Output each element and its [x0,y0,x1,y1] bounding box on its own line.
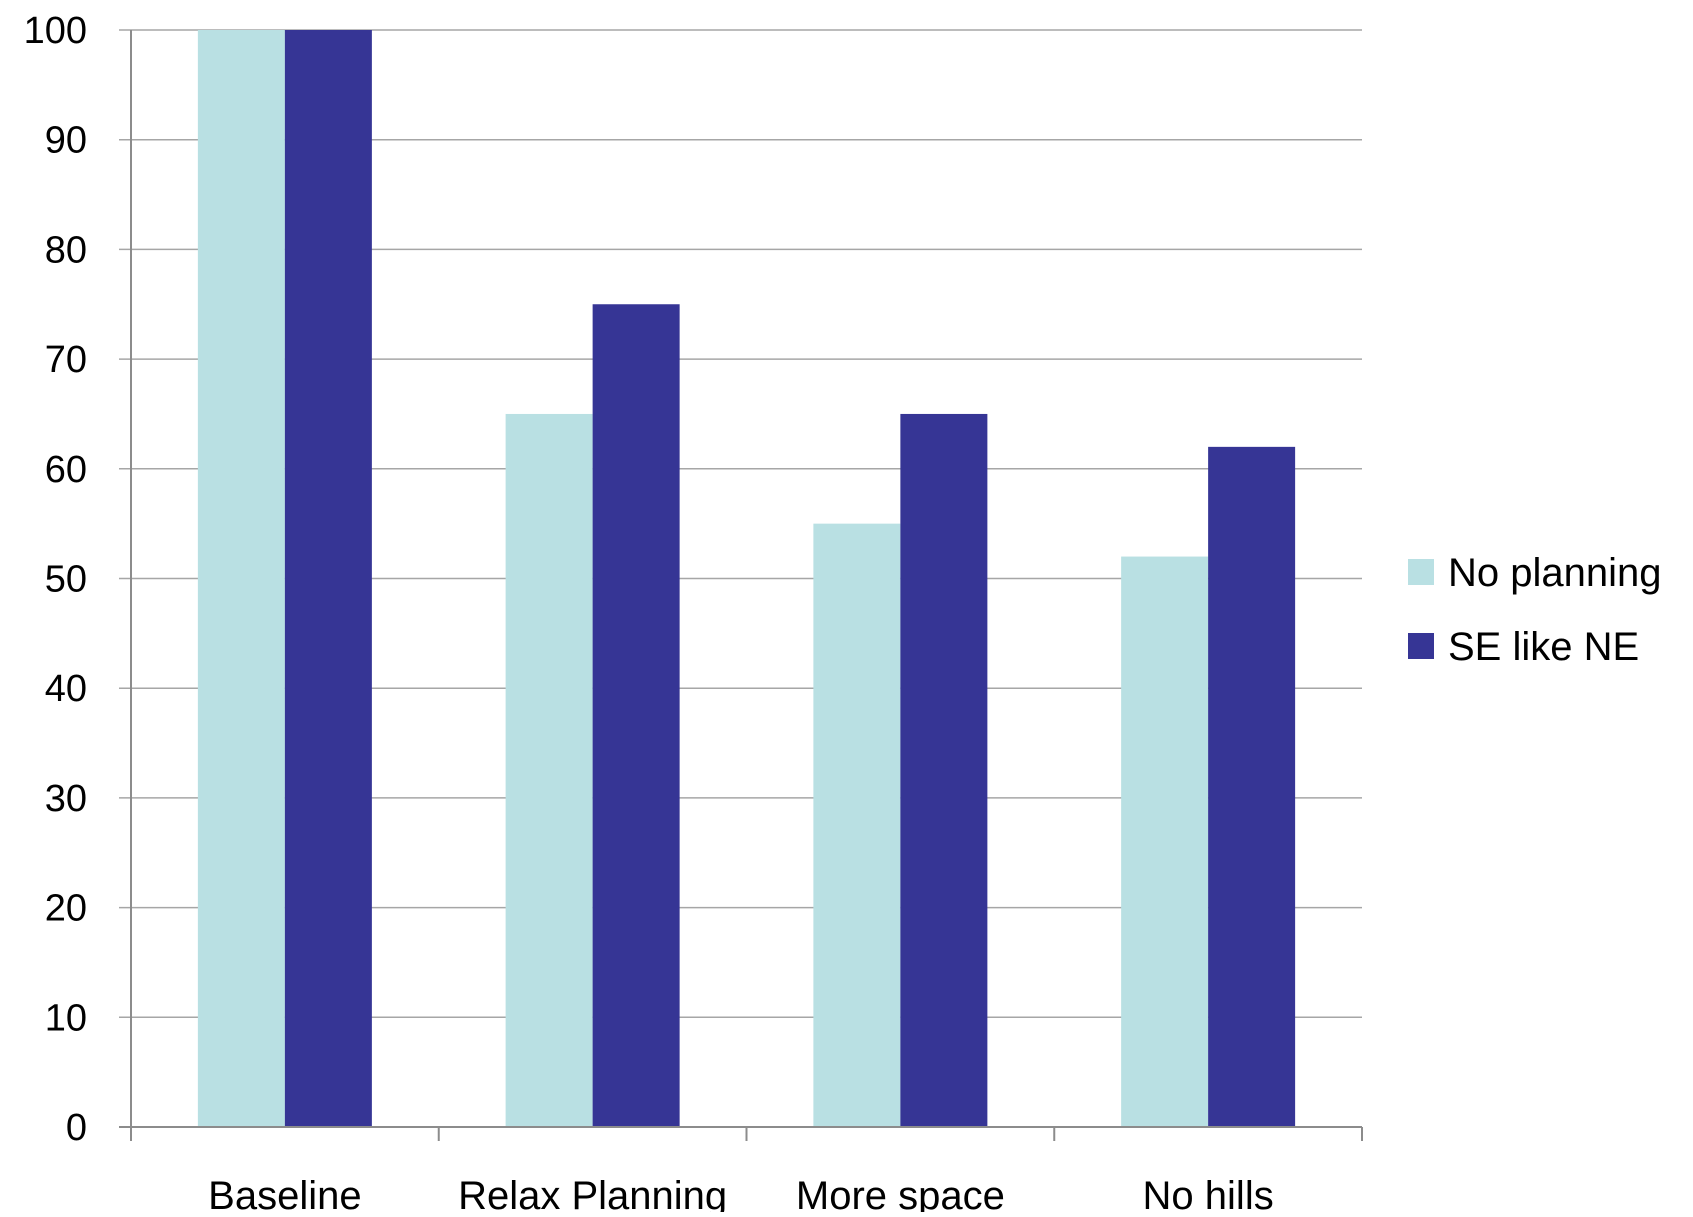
y-tick-label: 20 [45,888,87,930]
x-axis-category-labels: Baseline Relax Planning More space No hills [208,1174,1274,1217]
y-tick-label: 40 [45,668,87,710]
y-tick-label: 90 [45,120,87,162]
x-category-label: More space [796,1174,1005,1212]
y-tick-label: 70 [45,339,87,381]
x-category-label: Relax Planning [458,1174,727,1212]
y-tick-label: 100 [24,10,87,52]
y-tick-label: 60 [45,449,87,491]
y-axis-tick-labels: 0 10 20 30 40 50 60 70 80 90 100 [24,10,87,1149]
legend-swatch [1408,559,1434,585]
bar-se-like-ne-relax-planning [592,304,680,1127]
x-category-label: No hills [1143,1174,1274,1212]
legend-swatch [1408,633,1434,659]
axes [119,30,1363,1141]
bar-se-like-ne-baseline [284,30,372,1127]
x-category-label: Baseline [208,1174,361,1212]
y-tick-label: 30 [45,778,87,820]
bar-no-planning-no-hills [1121,556,1209,1127]
legend-label: No planning [1448,551,1662,595]
y-tick-label: 0 [66,1107,87,1149]
y-tick-label: 50 [45,559,87,601]
y-tick-label: 10 [45,997,87,1039]
legend-label: SE like NE [1448,625,1639,669]
bar-se-like-ne-more-space [900,413,988,1127]
legend: No planning SE like NE [1408,551,1662,669]
bar-se-like-ne-no-hills [1208,446,1296,1127]
y-tick-label: 80 [45,229,87,271]
bar-no-planning-more-space [813,523,901,1127]
bars [197,30,1296,1127]
bar-no-planning-baseline [197,30,285,1127]
bar-no-planning-relax-planning [505,413,593,1127]
